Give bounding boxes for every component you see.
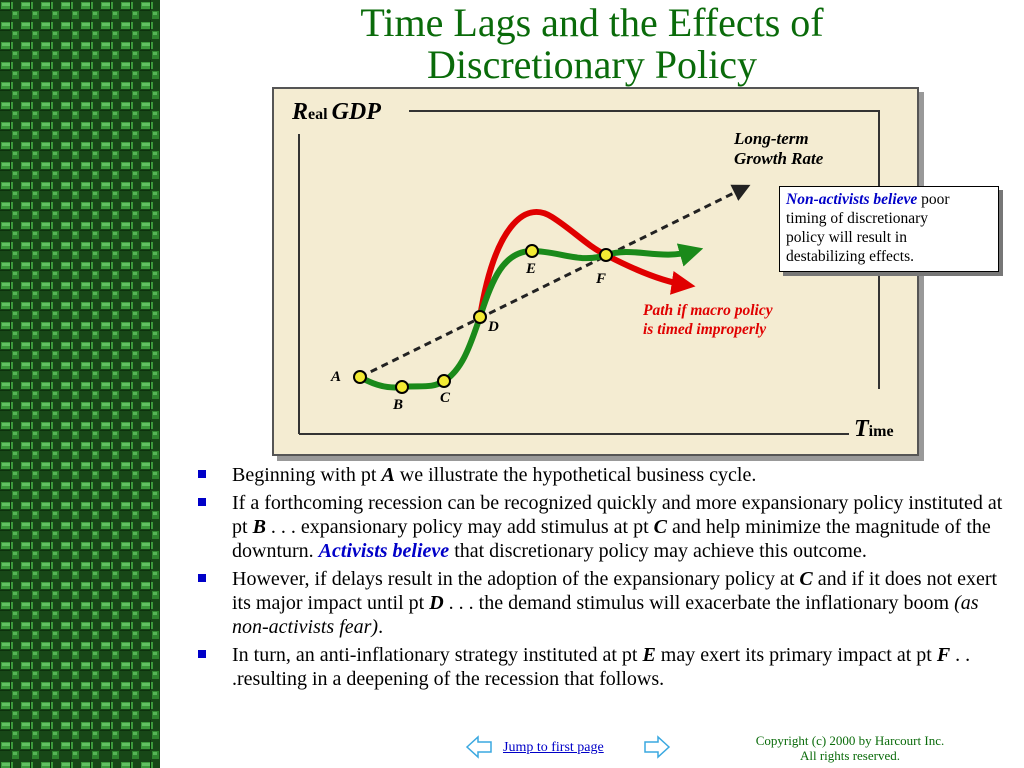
improper-path-label: Path if macro policy is timed improperly <box>643 301 773 339</box>
bullet-1-text-2: we illustrate the hypothetical business … <box>399 464 757 486</box>
title-line-1: Time Lags and the Effects of <box>360 0 824 45</box>
improper-timing-path <box>477 209 696 318</box>
trend-label-line-2: Growth Rate <box>734 149 824 168</box>
callout-line-2: timing of discretionary <box>786 210 929 227</box>
y-axis-label-cap: R <box>292 99 309 125</box>
point-d-label: D <box>488 319 499 335</box>
point-a-marker <box>353 370 367 384</box>
point-c-marker <box>437 374 451 388</box>
arrow-right-outline-icon <box>644 735 671 759</box>
bullet-4-text-3: . . .resulting in a deepening of the rec… <box>232 644 971 690</box>
bullet-square-icon <box>198 470 206 478</box>
bullet-3-point-1: C <box>799 568 813 590</box>
bullet-item-4: In turn, an anti-inflationary strategy i… <box>194 643 1014 691</box>
y-axis-label: Real GDP <box>288 99 385 126</box>
callout-line-1: Non-activists believe poor <box>786 190 992 209</box>
bullet-square-icon <box>198 650 206 658</box>
bullet-3-text-4: . <box>378 616 384 638</box>
callout-emphasis: Non-activists believe <box>786 191 918 208</box>
bullet-1-point: A <box>381 464 395 486</box>
bullet-4-text-2: may exert its primary impact at pt <box>660 644 932 666</box>
bullet-item-2: If a forthcoming recession can be recogn… <box>194 491 1014 563</box>
bullet-2-activists: Activists believe <box>318 540 450 562</box>
x-axis-label: Time <box>850 416 898 443</box>
point-f-marker <box>599 248 613 262</box>
callout-text-1: poor <box>921 191 950 208</box>
bullet-4-point-2: F <box>936 644 951 666</box>
point-c-label: C <box>440 390 451 406</box>
bullet-3-italic: (as non-activists fear) <box>232 592 979 638</box>
bullet-square-icon <box>198 498 206 506</box>
arrow-left-outline-icon <box>465 735 492 759</box>
jump-to-first-page-link[interactable]: Jump to first page <box>503 740 604 755</box>
bullet-2-point-2: C <box>653 516 667 538</box>
improper-path-label-line-2: is timed improperly <box>643 321 767 338</box>
y-axis-top <box>409 110 880 389</box>
improper-path-label-line-1: Path if macro policy <box>643 302 773 319</box>
point-d-marker <box>473 310 487 324</box>
non-activists-callout: Non-activists believe poor timing of dis… <box>779 186 999 272</box>
bullet-4-text-1: In turn, an anti-inflationary strategy i… <box>232 644 638 666</box>
trend-label: Long-term Growth Rate <box>734 129 823 169</box>
bullet-3-text-3: . . . the demand stimulus will exacerbat… <box>448 592 950 614</box>
title-line-2: Discretionary Policy <box>427 42 757 87</box>
point-e-marker <box>525 244 539 258</box>
bullet-item-1: Beginning with pt A we illustrate the hy… <box>194 463 1014 487</box>
bullet-2-point-1: B <box>252 516 266 538</box>
y-axis-label-word: GDP <box>331 99 381 125</box>
point-b-label: B <box>393 397 404 413</box>
point-e-label: E <box>526 261 537 277</box>
x-axis-label-cap: T <box>854 416 869 442</box>
bullet-3-text-1: However, if delays result in the adoptio… <box>232 568 795 590</box>
bullet-2-text-4: that discretionary policy may achieve th… <box>454 540 867 562</box>
decorative-sidebar <box>0 0 160 768</box>
point-f-label: F <box>596 271 607 287</box>
diagram-graphics <box>298 110 880 435</box>
callout-line-4: destabilizing effects. <box>786 248 914 265</box>
bullet-list: Beginning with pt A we illustrate the hy… <box>194 463 1014 695</box>
previous-slide-button[interactable] <box>465 735 493 764</box>
point-b-marker <box>395 380 409 394</box>
bullet-2-text-3: and help minimize the magnitude of the d… <box>232 516 991 562</box>
bullet-3-point-2: D <box>429 592 444 614</box>
x-axis-label-rest: ime <box>868 423 894 440</box>
bullet-1-text-1: Beginning with pt <box>232 464 377 486</box>
copyright-line-2: All rights reserved. <box>799 748 900 763</box>
slide-title: Time Lags and the Effects of Discretiona… <box>180 2 1004 86</box>
next-slide-button[interactable] <box>643 735 671 764</box>
bullet-3-text-2: and if it does not exert its major impac… <box>232 568 998 614</box>
copyright-line-1: Copyright (c) 2000 by Harcourt Inc. <box>755 733 945 748</box>
trend-label-line-1: Long-term <box>734 129 809 148</box>
callout-line-3: policy will result in <box>786 229 907 246</box>
bullet-2-text-2: . . . expansionary policy may add stimul… <box>270 516 649 538</box>
bullet-4-point-1: E <box>642 644 656 666</box>
woven-pattern <box>0 0 160 768</box>
bullet-square-icon <box>198 574 206 582</box>
point-a-label: A <box>331 369 342 385</box>
y-axis-label-rest: eal <box>308 106 328 123</box>
bullet-2-text-1: If a forthcoming recession can be recogn… <box>232 492 1003 538</box>
copyright-notice: Copyright (c) 2000 by Harcourt Inc. All … <box>715 733 985 763</box>
bullet-item-3: However, if delays result in the adoptio… <box>194 567 1014 639</box>
